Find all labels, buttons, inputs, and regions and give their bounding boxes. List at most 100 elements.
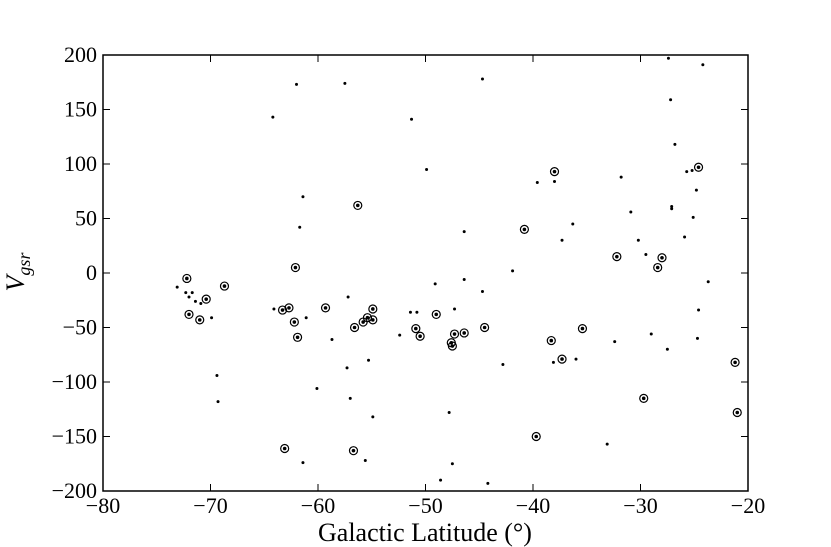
point [210, 316, 214, 320]
ring-point [348, 446, 359, 456]
point [560, 238, 564, 242]
y-tick-label: 50 [75, 206, 97, 231]
ring-point [653, 262, 663, 273]
y-tick-label: −50 [63, 315, 97, 340]
point [415, 310, 419, 314]
y-axis-label: Vgsr [1, 252, 34, 292]
ring-point [195, 315, 205, 325]
ring-point [277, 305, 288, 315]
x-axis-label: Galactic Latitude (°) [318, 518, 532, 547]
point [295, 82, 298, 86]
point [701, 63, 705, 67]
point [343, 81, 347, 85]
point [187, 295, 191, 299]
point [574, 357, 578, 361]
x-tick-label: −50 [408, 493, 442, 518]
ring-point [289, 317, 299, 327]
point [666, 56, 670, 60]
point [450, 462, 454, 466]
ring-point [290, 262, 301, 273]
point [271, 115, 275, 119]
point [551, 360, 555, 364]
ring-point [368, 304, 378, 314]
point [175, 285, 179, 289]
point [636, 238, 640, 242]
x-tick-label: −20 [731, 493, 765, 518]
plot-frame [102, 54, 749, 492]
ring-point [577, 323, 588, 334]
x-tick-label: −70 [193, 493, 227, 518]
ring-point [368, 315, 378, 325]
point [190, 291, 194, 295]
y-tick-label: 0 [86, 260, 97, 285]
point [690, 169, 694, 173]
ring-point [280, 443, 290, 454]
point [697, 308, 701, 312]
ring-point [732, 407, 742, 418]
ring-point [320, 303, 331, 313]
point [629, 210, 633, 214]
ring-point [201, 294, 211, 304]
ring-point [182, 273, 192, 284]
point [398, 333, 402, 337]
ring-point [519, 224, 530, 234]
point [619, 175, 623, 179]
ring-point [480, 322, 490, 333]
point [439, 478, 443, 482]
point [511, 269, 515, 273]
ring-point [349, 322, 360, 333]
ring-point [557, 354, 567, 364]
x-tick-label: −30 [623, 493, 657, 518]
point [605, 442, 609, 446]
point [571, 222, 575, 226]
x-tick-label: −40 [516, 493, 550, 518]
ring-point [219, 281, 230, 291]
point [706, 280, 710, 284]
point [363, 458, 367, 462]
point [665, 347, 669, 351]
point [480, 77, 484, 81]
point [685, 170, 689, 174]
ring-point [184, 309, 194, 320]
point [553, 179, 556, 183]
ring-point [549, 167, 560, 177]
ring-point [446, 338, 456, 348]
point [480, 290, 484, 294]
point [272, 307, 276, 311]
x-tick-label: −60 [301, 493, 335, 518]
ring-point [459, 328, 469, 338]
ring-point [639, 393, 649, 403]
point [410, 117, 414, 121]
point [408, 310, 412, 314]
point [683, 235, 687, 239]
point [345, 366, 349, 370]
ring-point [431, 309, 441, 320]
point [694, 188, 698, 192]
y-axis-label-subscript: gsr [14, 252, 34, 276]
point [216, 400, 220, 404]
point [301, 195, 305, 199]
point [199, 302, 203, 306]
point [184, 291, 188, 295]
point [670, 205, 674, 209]
point [613, 340, 617, 344]
point [669, 98, 673, 102]
ring-point [362, 313, 373, 323]
ring-point [449, 329, 460, 339]
point [462, 278, 466, 282]
point [462, 230, 466, 234]
point [367, 358, 371, 362]
point [673, 142, 677, 146]
point [649, 332, 653, 336]
y-tick-label: 200 [64, 42, 97, 67]
point [425, 167, 429, 171]
point [486, 481, 490, 485]
point [304, 316, 308, 320]
ring-point [353, 200, 363, 211]
y-axis-label-main: V [1, 272, 30, 291]
point [670, 207, 674, 211]
ring-point [693, 162, 704, 172]
y-tick-label: −150 [52, 424, 97, 449]
point [315, 387, 319, 391]
